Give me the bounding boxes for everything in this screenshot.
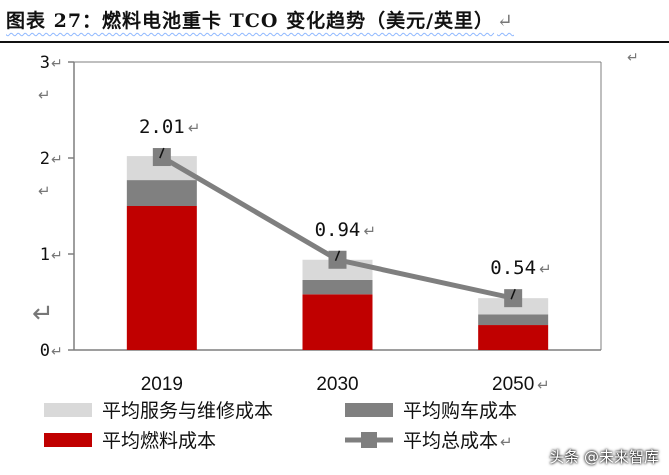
total-cost-marker: [328, 250, 347, 269]
legend-service-label: 平均服务与维修成本: [102, 400, 273, 422]
paragraph-mark-icon: ↵: [627, 50, 639, 66]
legend-total-marker: [361, 432, 377, 448]
paragraph-mark-icon: ↵: [38, 182, 51, 200]
total-cost-value-label: 0.54: [490, 257, 536, 279]
paragraph-mark-icon: ↵: [497, 10, 514, 32]
paragraph-mark-icon: ↵: [537, 376, 550, 394]
paragraph-mark-icon: ↵: [539, 260, 552, 278]
marker-tick: [159, 147, 165, 159]
fuel-cost-bar: [478, 325, 549, 350]
fuel-cost-bar: [126, 206, 197, 350]
y-tick-label: 3: [40, 53, 50, 73]
figure-title-text: 图表 27：燃料电池重卡 TCO 变化趋势（美元/英里）: [6, 10, 495, 32]
y-tick-label: 0: [40, 341, 50, 361]
marker-tick: [510, 288, 516, 300]
total-cost-marker: [152, 148, 171, 167]
x-category-label: 2019: [141, 374, 183, 395]
paragraph-mark-icon: ↵: [51, 56, 63, 72]
x-category-label: 2030: [316, 374, 358, 395]
paragraph-mark-icon: ↵: [51, 344, 63, 360]
x-category-label: 2050: [492, 374, 534, 395]
watermark: 头条 @未来智库: [549, 448, 659, 466]
paragraph-mark-icon: ↵: [51, 152, 63, 168]
title-rule: [0, 41, 669, 43]
legend-fuel-swatch: [44, 433, 92, 447]
fuel-cost-bar: [302, 294, 373, 350]
purchase-cost-bar: [126, 180, 197, 206]
total-cost-marker: [504, 289, 523, 308]
paragraph-mark-icon: ↵: [500, 433, 513, 451]
legend-service-swatch: [44, 403, 92, 417]
paragraph-mark-icon: ↵: [32, 299, 54, 329]
purchase-cost-bar: [478, 314, 549, 326]
total-cost-value-label: 2.01: [139, 116, 185, 138]
purchase-cost-bar: [302, 279, 373, 295]
paragraph-mark-icon: ↵: [188, 119, 201, 137]
total-cost-value-label: 0.94: [315, 219, 361, 241]
legend-total-label: 平均总成本: [403, 430, 498, 452]
y-tick-label: 2: [40, 149, 50, 169]
y-tick-label: 1: [40, 245, 50, 265]
legend-fuel-label: 平均燃料成本: [102, 430, 216, 452]
bars: [126, 156, 549, 350]
paragraph-mark-icon: ↵: [51, 248, 63, 264]
paragraph-mark-icon: ↵: [364, 222, 377, 240]
marker-tick: [334, 250, 341, 262]
total-cost-line: [152, 147, 523, 308]
y-axis: 0 ↵1 ↵2 ↵3 ↵↵↵↵: [32, 53, 74, 361]
data-labels: 2.01 ↵0.94 ↵0.54 ↵: [139, 116, 552, 279]
legend-purchase-label: 平均购车成本: [403, 400, 517, 422]
paragraph-mark-icon: ↵: [38, 86, 51, 104]
figure-title: 图表 27：燃料电池重卡 TCO 变化趋势（美元/英里） ↵: [6, 6, 514, 33]
figure-header: 图表 27：燃料电池重卡 TCO 变化趋势（美元/英里） ↵: [0, 0, 669, 40]
x-axis: 2019 2030 2050 ↵: [141, 374, 550, 395]
legend-purchase-swatch: [345, 403, 393, 417]
